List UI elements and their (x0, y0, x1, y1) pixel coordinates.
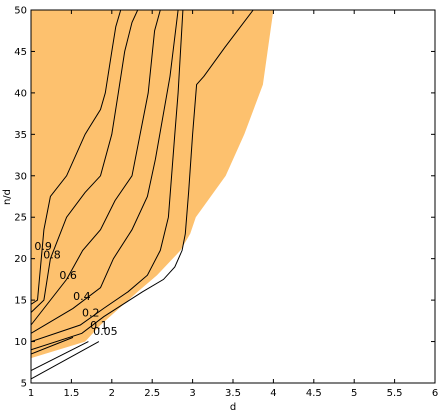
contour-labels: 0.90.8 0.6 0.4 0.20.10.05 (34, 240, 117, 338)
x-tick-label: 5.5 (387, 388, 403, 399)
y-tick-label: 50 (14, 6, 27, 17)
y-tick-label: 35 (14, 130, 27, 141)
x-tick-label: 3.5 (225, 388, 241, 399)
plot-area (31, 10, 274, 380)
contour-label: 0.4 (73, 290, 91, 303)
contour-label: 0.1 (90, 319, 108, 332)
x-tick-label: 4 (270, 388, 276, 399)
x-tick-label: 2 (109, 388, 115, 399)
y-tick-label: 40 (14, 88, 27, 99)
contour-label: 0.9 (34, 240, 52, 253)
contour-line-0-8 (31, 10, 139, 313)
contour-line-unlabeled-8 (31, 336, 74, 355)
contour-line-0-2 (31, 10, 184, 343)
contour-label: 0.05 (93, 325, 118, 338)
x-tick-label: 4.5 (306, 388, 322, 399)
contour-line-unlabeled-7 (31, 341, 89, 372)
x-tick-label: 2.5 (144, 388, 160, 399)
contour-line-0-9 (31, 10, 122, 305)
x-tick-label: 3 (189, 388, 195, 399)
contour-line-0-6 (31, 10, 161, 326)
filled-region (31, 10, 274, 359)
y-axis-label: n/d (2, 189, 13, 205)
contour-label: 0.2 (82, 307, 100, 320)
y-tick-label: 20 (14, 254, 27, 265)
y-tick-label: 45 (14, 47, 27, 58)
contour-line-0-4 (31, 10, 179, 334)
contour-label: 0.6 (59, 269, 77, 282)
x-tick-label: 5 (351, 388, 357, 399)
contour-line-0-1 (31, 10, 254, 351)
x-tick-label: 1.5 (63, 388, 79, 399)
x-axis-label: d (230, 402, 236, 413)
y-tick-label: 5 (21, 379, 27, 390)
y-tick-label: 30 (14, 171, 27, 182)
y-tick-label: 25 (14, 213, 27, 224)
contour-label: 0.8 (43, 249, 61, 262)
axis-ticks: 1 1.5 2 2.5 3 3.5 4 4.5 5 5.5 6 5 10 15 20 25 30 35 40 45 50 (14, 6, 438, 400)
contour-line-0-05 (31, 341, 100, 380)
x-tick-label: 6 (432, 388, 438, 399)
x-tick-label: 1 (28, 388, 34, 399)
y-tick-label: 10 (14, 337, 27, 348)
y-tick-label: 15 (14, 296, 27, 307)
